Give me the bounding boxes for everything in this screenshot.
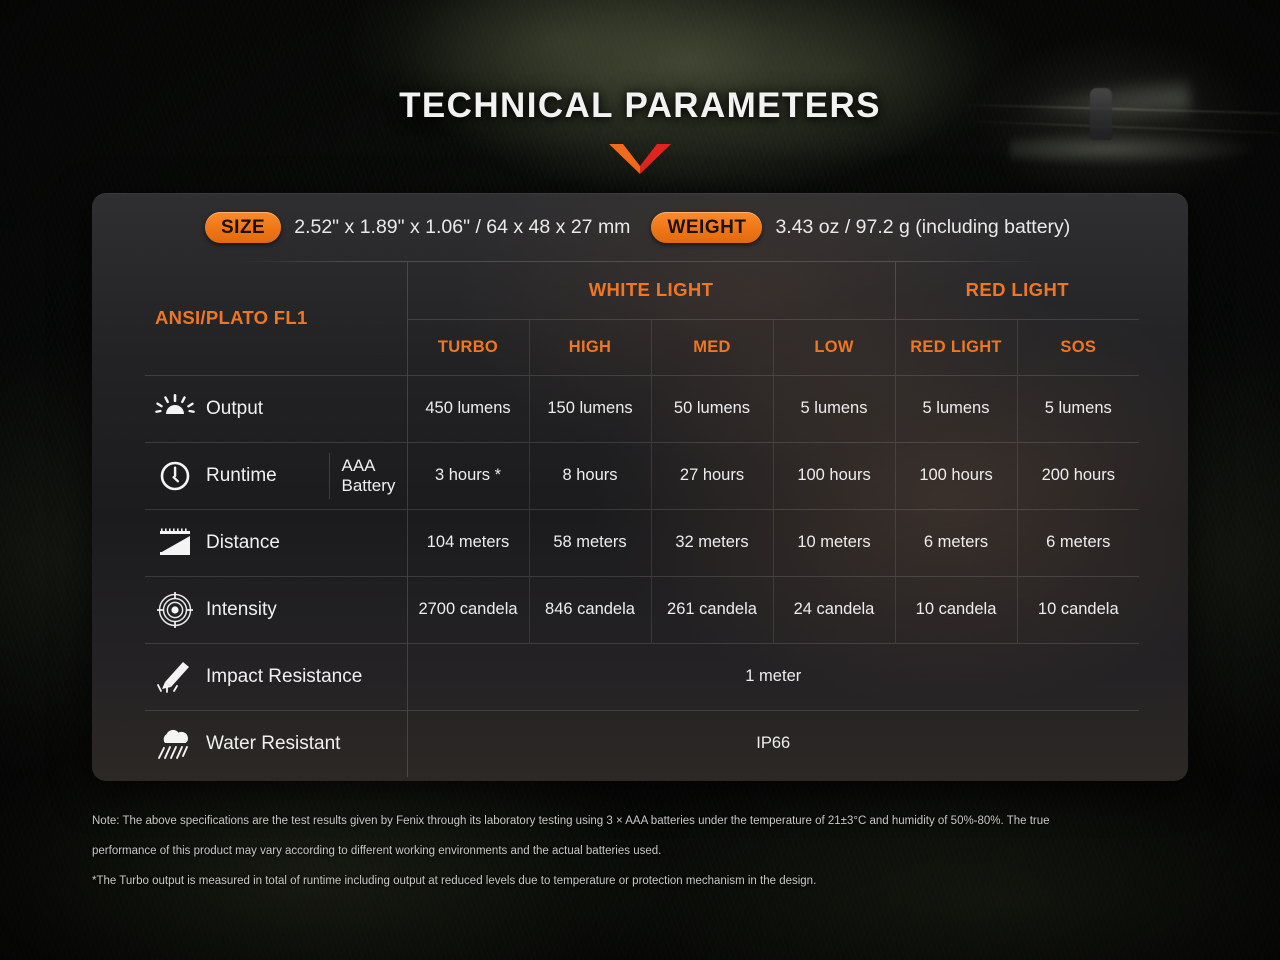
battery-line-2: Battery [341,475,396,495]
page-header: TECHNICAL PARAMETERS [0,86,1280,174]
rain-cloud-icon [155,727,195,761]
row-label-distance: Distance [145,508,407,576]
row-label-text: Impact Resistance [206,665,363,687]
battery-type-label: AAA Battery [328,452,407,499]
group-header-white-light: WHITE LIGHT [406,262,896,319]
group-header-red-light: RED LIGHT [965,279,1069,301]
table-group-header-row: ANSI/PLATO FL1 WHITE LIGHT RED LIGHT [145,262,1139,328]
cell-intensity-high: 846 candela [528,575,651,643]
sunburst-icon [155,392,195,426]
clock-icon [155,459,195,493]
cell-output-red: 5 lumens [894,374,1018,442]
footnote-line-1: Note: The above specifications are the t… [92,815,1050,827]
beam-ruler-icon [155,526,195,560]
row-label-text: Water Resistant [206,732,341,754]
row-label-output: Output [145,374,407,442]
mode-header-red-light: RED LIGHT [894,318,1018,375]
cell-intensity-low: 24 candela [772,575,896,643]
weight-badge: WEIGHT [651,212,763,243]
cell-distance-red: 6 meters [894,508,1018,576]
table-row-output: Output 450 lumens 150 lumens 50 lumens 5… [145,374,1140,442]
cell-runtime-high: 8 hours [528,441,651,509]
row-label-text: Intensity [206,598,277,620]
cell-distance-sos: 6 meters [1016,508,1140,576]
row-label-text: Runtime [206,464,277,486]
mode-header-sos: SOS [1016,318,1140,375]
cell-intensity-turbo: 2700 candela [406,575,529,643]
footnotes: Note: The above specifications are the t… [92,806,1192,896]
cell-output-turbo: 450 lumens [406,374,529,442]
row-label-text: Distance [206,531,280,553]
ansi-standard-label: ANSI/PLATO FL1 [155,307,308,329]
size-value: 2.52" x 1.89" x 1.06" / 64 x 48 x 27 mm [294,216,631,238]
table-row-water-resistant: Water Resistant IP66 [145,709,1140,777]
spec-table: ANSI/PLATO FL1 WHITE LIGHT RED LIGHT TUR… [145,262,1140,777]
cell-intensity-med: 261 candela [650,575,773,643]
cell-output-high: 150 lumens [528,374,651,442]
mode-header-med: MED [650,318,773,375]
table-row-distance: Distance 104 meters 58 meters 32 meters … [145,508,1140,576]
row-label-intensity: Intensity [145,575,407,643]
cell-water-resistant-value: IP66 [406,709,1140,777]
row-label-impact-resistance: Impact Resistance [145,642,407,710]
cell-intensity-red: 10 candela [894,575,1018,643]
cell-runtime-turbo: 3 hours * [406,441,529,509]
table-mode-header-row: TURBO HIGH MED LOW RED LIGHT SOS [145,318,1140,375]
cell-output-low: 5 lumens [772,374,896,442]
cell-intensity-sos: 10 candela [1016,575,1140,643]
cell-runtime-low: 100 hours [772,441,896,509]
impact-hammer-icon [155,660,195,694]
row-label-text: Output [206,397,264,419]
size-weight-row: SIZE 2.52" x 1.89" x 1.06" / 64 x 48 x 2… [92,193,1188,262]
cell-distance-high: 58 meters [528,508,651,576]
size-badge: SIZE [205,212,282,243]
cell-output-sos: 5 lumens [1016,374,1140,442]
battery-line-1: AAA [341,456,376,476]
cell-output-med: 50 lumens [650,374,773,442]
cell-distance-low: 10 meters [772,508,896,576]
table-row-runtime: Runtime AAA Battery 3 hours * 8 hours 27… [145,441,1140,509]
cell-runtime-med: 27 hours [650,441,773,509]
chevron-divider-icon [609,144,671,174]
row-label-water-resistant: Water Resistant [145,709,407,777]
cell-runtime-red: 100 hours [894,441,1018,509]
specifications-panel: SIZE 2.52" x 1.89" x 1.06" / 64 x 48 x 2… [92,193,1188,781]
spec-table-wrap: ANSI/PLATO FL1 WHITE LIGHT RED LIGHT TUR… [92,262,1188,777]
cell-runtime-sos: 200 hours [1016,441,1140,509]
cell-impact-resistance-value: 1 meter [406,642,1140,710]
table-row-impact-resistance: Impact Resistance 1 meter [145,642,1140,710]
page-title: TECHNICAL PARAMETERS [399,86,881,125]
row-label-runtime: Runtime AAA Battery [145,441,407,509]
cell-distance-turbo: 104 meters [406,508,529,576]
cell-distance-med: 32 meters [650,508,773,576]
mode-header-low: LOW [772,318,896,375]
table-row-intensity: Intensity 2700 candela 846 candela 261 c… [145,575,1140,643]
footnote-line-3: *The Turbo output is measured in total o… [92,875,817,887]
weight-value: 3.43 oz / 97.2 g (including battery) [775,216,1071,238]
footnote-line-2: performance of this product may vary acc… [92,845,662,857]
summary-separator [237,261,1043,262]
target-icon [155,591,195,628]
mode-header-high: HIGH [528,318,651,375]
mode-header-turbo: TURBO [406,318,529,375]
